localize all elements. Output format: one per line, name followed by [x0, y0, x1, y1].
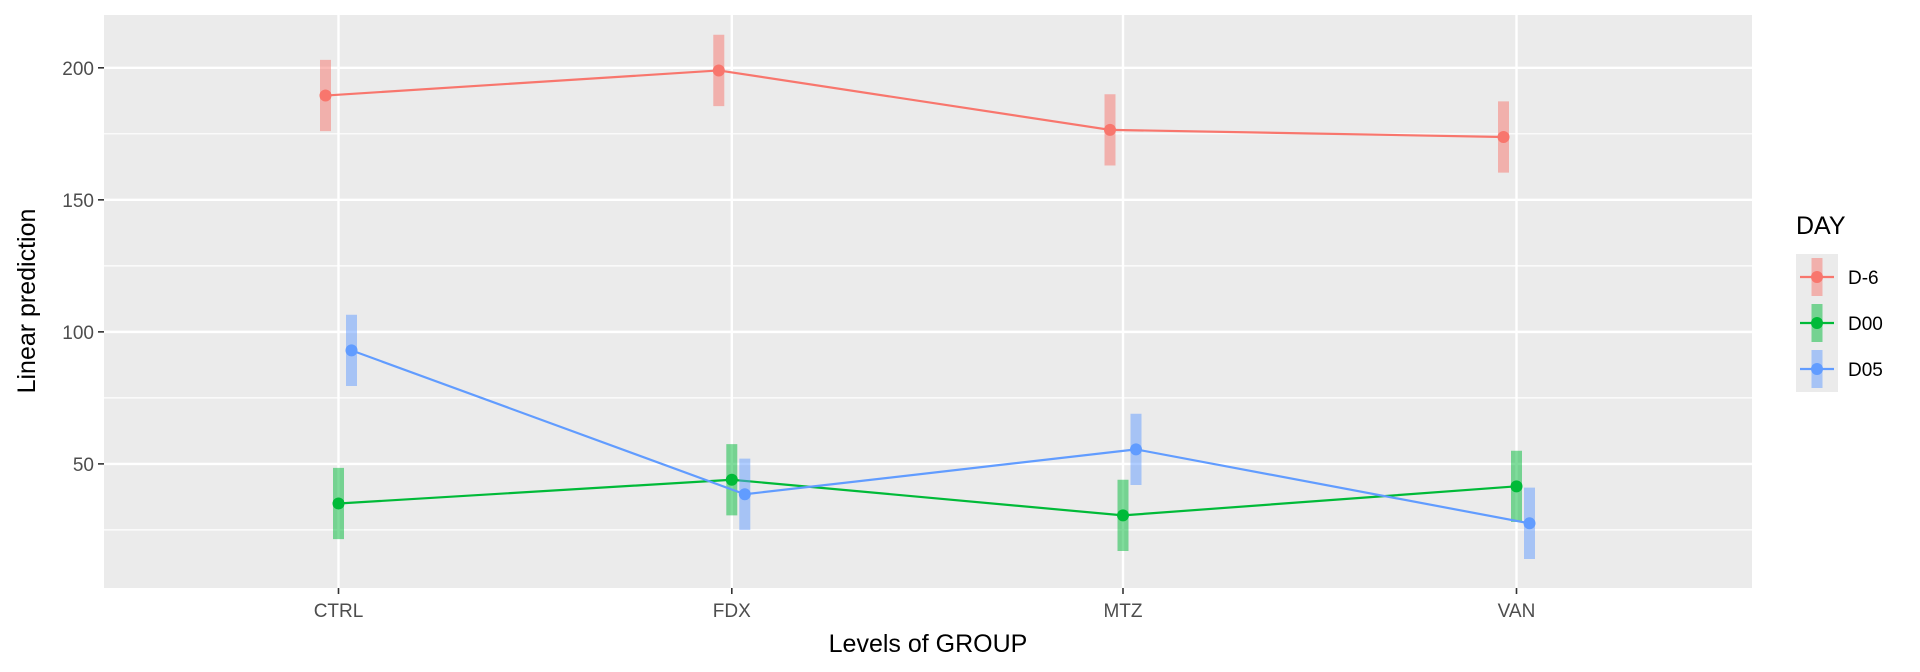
data-point [738, 488, 751, 501]
legend-label: D00 [1848, 314, 1883, 335]
data-point [319, 89, 332, 102]
x-tick-label: CTRL [314, 601, 364, 622]
y-axis-title: Linear prediction [13, 209, 41, 394]
data-point [345, 344, 358, 357]
panel-background [104, 15, 1752, 588]
legend-title: DAY [1796, 212, 1846, 240]
data-point [1104, 123, 1116, 136]
legend-key-D00 [1796, 300, 1838, 346]
data-point [1510, 480, 1523, 493]
series-layer [319, 34, 1536, 559]
legend-label: D-6 [1848, 268, 1879, 289]
data-point [332, 497, 345, 510]
data-point [1497, 130, 1510, 143]
data-point [1130, 443, 1142, 456]
x-tick-label: VAN [1498, 601, 1536, 622]
series-D00 [332, 444, 1523, 552]
data-point [1117, 509, 1129, 522]
x-tick-label: FDX [713, 601, 751, 622]
data-point [1523, 517, 1536, 530]
y-tick-label: 150 [62, 191, 94, 212]
legend-key-D05 [1796, 346, 1838, 392]
legend-key-point [1811, 271, 1823, 283]
legend: DAY D-6 D00 D05 [1796, 212, 1883, 392]
x-tick-label: MTZ [1103, 601, 1142, 622]
series-D-6 [319, 34, 1510, 173]
data-point [712, 64, 725, 77]
x-axis-title: Levels of GROUP [829, 630, 1028, 658]
data-point [725, 473, 738, 486]
series-D05 [345, 314, 1536, 559]
series-line [351, 349, 1530, 525]
y-axis: 50 100 150 200 [62, 59, 104, 476]
minor-gridlines [104, 133, 1752, 531]
legend-key-point [1811, 363, 1823, 375]
y-tick-label: 50 [73, 455, 94, 476]
legend-key-point [1811, 317, 1823, 329]
y-tick-label: 100 [62, 323, 94, 344]
legend-label: D05 [1848, 360, 1883, 381]
y-tick-label: 200 [62, 59, 94, 80]
x-axis: CTRL FDX MTZ VAN [314, 588, 1536, 622]
legend-key-D-6 [1796, 254, 1838, 300]
series-line [338, 478, 1517, 517]
series-line [325, 69, 1504, 139]
